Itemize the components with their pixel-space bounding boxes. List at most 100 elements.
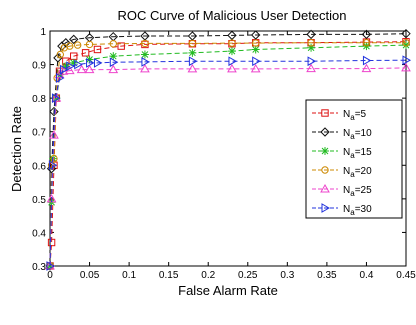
y-tick-label: 0.3 bbox=[32, 262, 46, 273]
data-point bbox=[401, 28, 411, 39]
x-tick-label: 0.2 bbox=[201, 270, 215, 281]
legend-entry: Na=10 bbox=[312, 127, 372, 141]
data-point bbox=[227, 63, 237, 73]
data-point bbox=[73, 41, 82, 49]
legend-label: Na=10 bbox=[343, 128, 372, 141]
data-point bbox=[227, 30, 237, 41]
data-point bbox=[93, 58, 103, 68]
data-point bbox=[49, 130, 59, 139]
data-point bbox=[117, 42, 125, 50]
legend-entry: Na=25 bbox=[312, 183, 372, 198]
x-tick-label: 0.3 bbox=[280, 270, 294, 281]
data-point bbox=[227, 47, 236, 56]
series-line bbox=[49, 59, 407, 267]
data-point bbox=[109, 52, 118, 61]
data-point bbox=[362, 55, 372, 66]
data-point bbox=[140, 50, 149, 59]
legend-marker bbox=[321, 147, 329, 155]
legend-label: Na=30 bbox=[343, 204, 372, 217]
data-point bbox=[59, 64, 69, 75]
data-point bbox=[86, 58, 95, 68]
series-line bbox=[49, 33, 407, 267]
data-point bbox=[306, 63, 316, 73]
legend-entry: Na=5 bbox=[312, 109, 367, 122]
x-tick-label: 0 bbox=[47, 270, 53, 281]
legend-marker bbox=[321, 166, 329, 174]
data-point bbox=[66, 42, 74, 50]
data-point bbox=[251, 45, 260, 54]
legend-entry: Na=20 bbox=[312, 166, 372, 179]
x-tick-label: 0.35 bbox=[317, 270, 337, 281]
legend-label-sub: a bbox=[350, 132, 355, 141]
y-tick-label: 0.9 bbox=[32, 61, 46, 72]
legend-label-base: N bbox=[343, 147, 350, 158]
data-point bbox=[188, 56, 198, 67]
data-point bbox=[85, 40, 94, 49]
data-point bbox=[402, 55, 412, 66]
data-point bbox=[47, 238, 56, 247]
legend-label-suffix: =30 bbox=[355, 204, 372, 215]
x-tick-label: 0.25 bbox=[238, 270, 258, 281]
data-point bbox=[48, 160, 58, 171]
data-point bbox=[81, 49, 90, 57]
data-point bbox=[362, 39, 371, 47]
data-point bbox=[306, 29, 316, 40]
data-point bbox=[401, 62, 411, 72]
legend-label-base: N bbox=[343, 185, 350, 196]
legend-label-base: N bbox=[343, 204, 350, 215]
legend-label-sub: a bbox=[350, 113, 355, 122]
legend-label: Na=15 bbox=[343, 147, 372, 160]
y-tick-label: 0.8 bbox=[32, 94, 46, 105]
data-point bbox=[402, 39, 410, 47]
legend-label-suffix: =25 bbox=[355, 185, 372, 196]
legend-label-suffix: =20 bbox=[355, 166, 372, 177]
legend-label-suffix: =5 bbox=[355, 109, 367, 120]
legend-label-base: N bbox=[343, 109, 350, 120]
data-point bbox=[109, 40, 117, 48]
data-point bbox=[84, 64, 95, 74]
y-tick-label: 1 bbox=[40, 27, 46, 38]
x-tick-label: 0.15 bbox=[159, 270, 179, 281]
x-axis-label: False Alarm Rate bbox=[178, 283, 278, 298]
data-point bbox=[250, 63, 261, 73]
series-6 bbox=[46, 55, 412, 271]
data-point bbox=[188, 39, 197, 48]
data-point bbox=[187, 63, 198, 73]
data-point bbox=[61, 38, 71, 48]
data-point bbox=[251, 39, 260, 47]
data-point bbox=[50, 154, 58, 163]
y-axis-label: Detection Rate bbox=[9, 106, 24, 192]
data-point bbox=[45, 260, 55, 270]
data-point bbox=[55, 73, 65, 83]
data-point bbox=[140, 63, 150, 73]
data-point bbox=[74, 59, 83, 70]
data-point bbox=[53, 53, 63, 63]
legend-marker bbox=[320, 183, 330, 193]
data-point bbox=[56, 50, 64, 59]
axis-ticks: 0 0.05 0.1 0.15 0.2 0.25 0.3 0.35 0.4 0.45 0.3 0.4 0… bbox=[32, 27, 416, 281]
data-point bbox=[76, 64, 87, 74]
data-point bbox=[250, 30, 261, 40]
legend-label-sub: a bbox=[350, 208, 355, 217]
data-point bbox=[109, 57, 119, 68]
x-tick-label: 0.05 bbox=[80, 270, 100, 281]
data-point bbox=[307, 39, 315, 47]
data-point bbox=[228, 39, 236, 47]
legend-label-suffix: =15 bbox=[355, 147, 372, 158]
data-point bbox=[361, 63, 372, 73]
data-point bbox=[141, 57, 150, 67]
series-layer bbox=[45, 28, 412, 271]
data-point bbox=[188, 48, 197, 57]
data-point bbox=[52, 93, 61, 104]
data-point bbox=[85, 55, 94, 64]
data-point bbox=[69, 58, 78, 67]
y-tick-label: 0.5 bbox=[32, 195, 46, 206]
legend-label: Na=25 bbox=[343, 185, 372, 198]
data-point bbox=[93, 45, 102, 54]
legend-label-base: N bbox=[343, 128, 350, 139]
series-line bbox=[49, 67, 407, 267]
legend-label-suffix: =10 bbox=[355, 128, 372, 139]
legend-label: Na=20 bbox=[343, 166, 372, 179]
data-point bbox=[66, 61, 75, 72]
